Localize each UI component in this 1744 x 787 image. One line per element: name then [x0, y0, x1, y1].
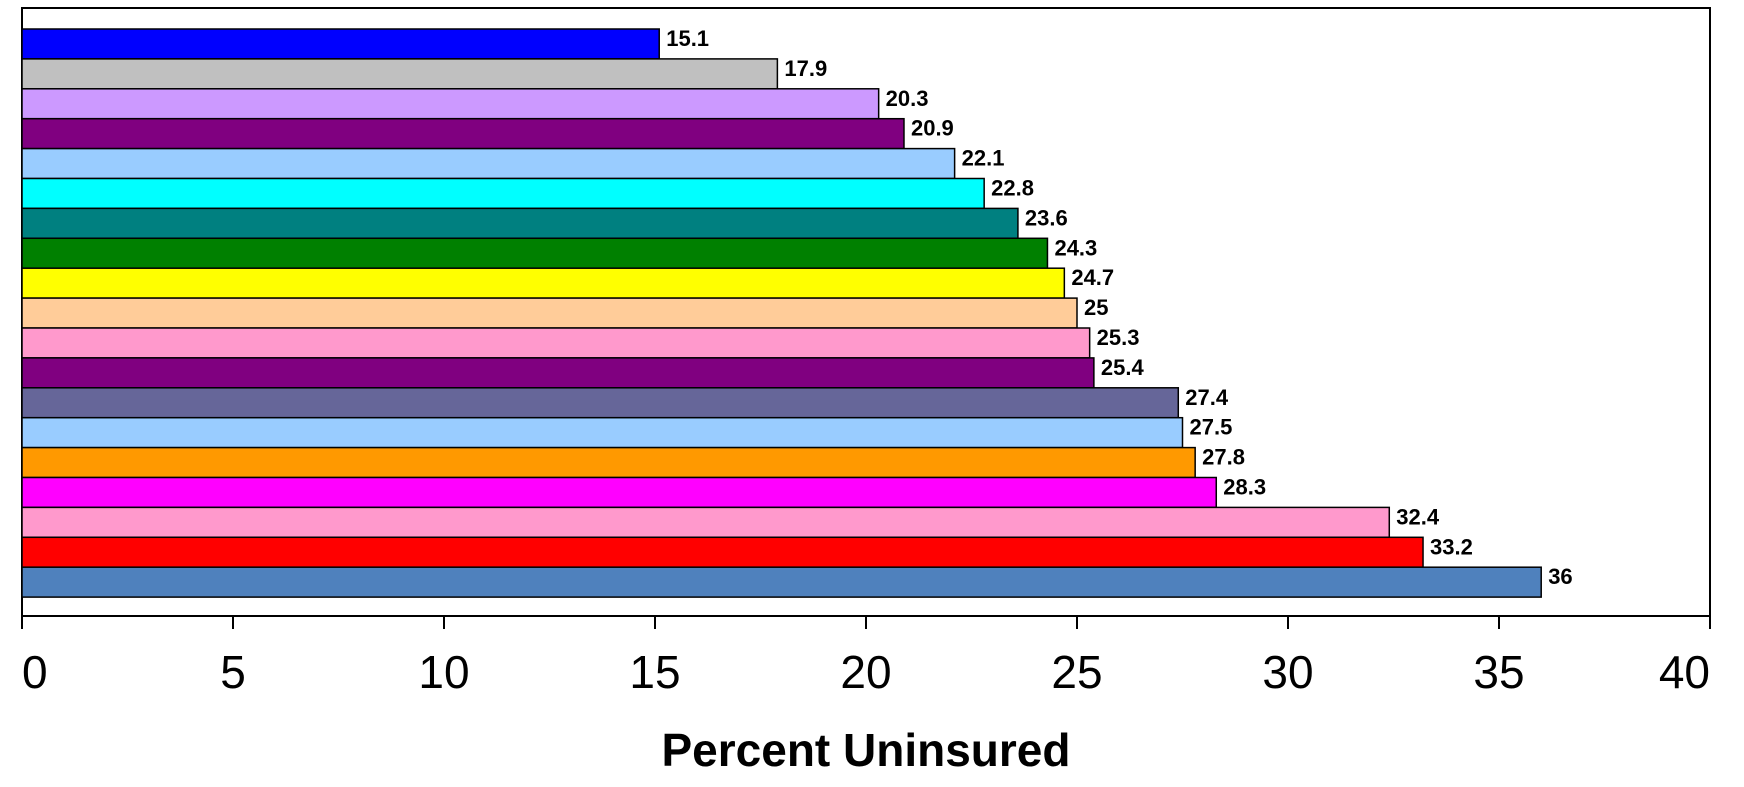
x-tick-label: 20: [840, 646, 891, 698]
x-tick-label: 0: [22, 646, 48, 698]
bar: [21, 28, 660, 60]
bar: [21, 357, 1095, 389]
bar: [21, 476, 1218, 509]
x-tick-label: 25: [1051, 646, 1102, 698]
data-label: 23.6: [1025, 205, 1068, 230]
x-tick-label: 40: [1659, 646, 1710, 698]
bar: [21, 267, 1066, 299]
x-axis: 0 5 10 15 20 25 30 35 40: [21, 615, 1711, 698]
data-label: 25: [1084, 295, 1108, 320]
bar: [21, 387, 1180, 419]
x-axis-title: Percent Uninsured: [662, 724, 1071, 776]
bar: [21, 536, 1424, 568]
bar: [21, 147, 956, 180]
data-label: 32.4: [1396, 504, 1440, 529]
data-label: 33.2: [1430, 534, 1473, 559]
data-label: 17.9: [784, 56, 827, 81]
bars-group: [21, 28, 1542, 598]
bar: [21, 506, 1391, 539]
data-label: 25.4: [1101, 355, 1145, 380]
bar: [21, 177, 985, 210]
data-label: 15.1: [666, 26, 709, 51]
bar: [21, 58, 779, 90]
data-label: 36: [1548, 564, 1572, 589]
data-labels-group: 15.1 17.9 20.3 20.9 22.1 22.8 23.6 24.3 24.7 25 25…: [666, 26, 1572, 589]
bar: [21, 416, 1184, 449]
data-label: 24.7: [1071, 265, 1114, 290]
x-tick-label: 5: [220, 646, 246, 698]
bar: [21, 297, 1078, 329]
data-label: 28.3: [1223, 474, 1266, 499]
bar: [21, 446, 1196, 479]
data-label: 20.9: [911, 116, 954, 141]
x-tick-label: 30: [1262, 646, 1313, 698]
bar: [21, 566, 1542, 598]
bar: [21, 237, 1049, 269]
data-label: 27.8: [1202, 445, 1245, 470]
x-tick-label: 15: [629, 646, 680, 698]
bar: [21, 207, 1019, 240]
x-tick-label: 35: [1473, 646, 1524, 698]
data-label: 22.1: [962, 146, 1005, 171]
x-tick-label: 10: [418, 646, 469, 698]
bar: [21, 117, 905, 150]
data-label: 27.4: [1185, 385, 1229, 410]
data-label: 20.3: [886, 86, 929, 111]
bar: [21, 327, 1091, 359]
bar: [21, 88, 880, 120]
data-label: 25.3: [1097, 325, 1140, 350]
data-label: 22.8: [991, 175, 1034, 200]
data-label: 24.3: [1054, 235, 1097, 260]
data-label: 27.5: [1190, 415, 1233, 440]
